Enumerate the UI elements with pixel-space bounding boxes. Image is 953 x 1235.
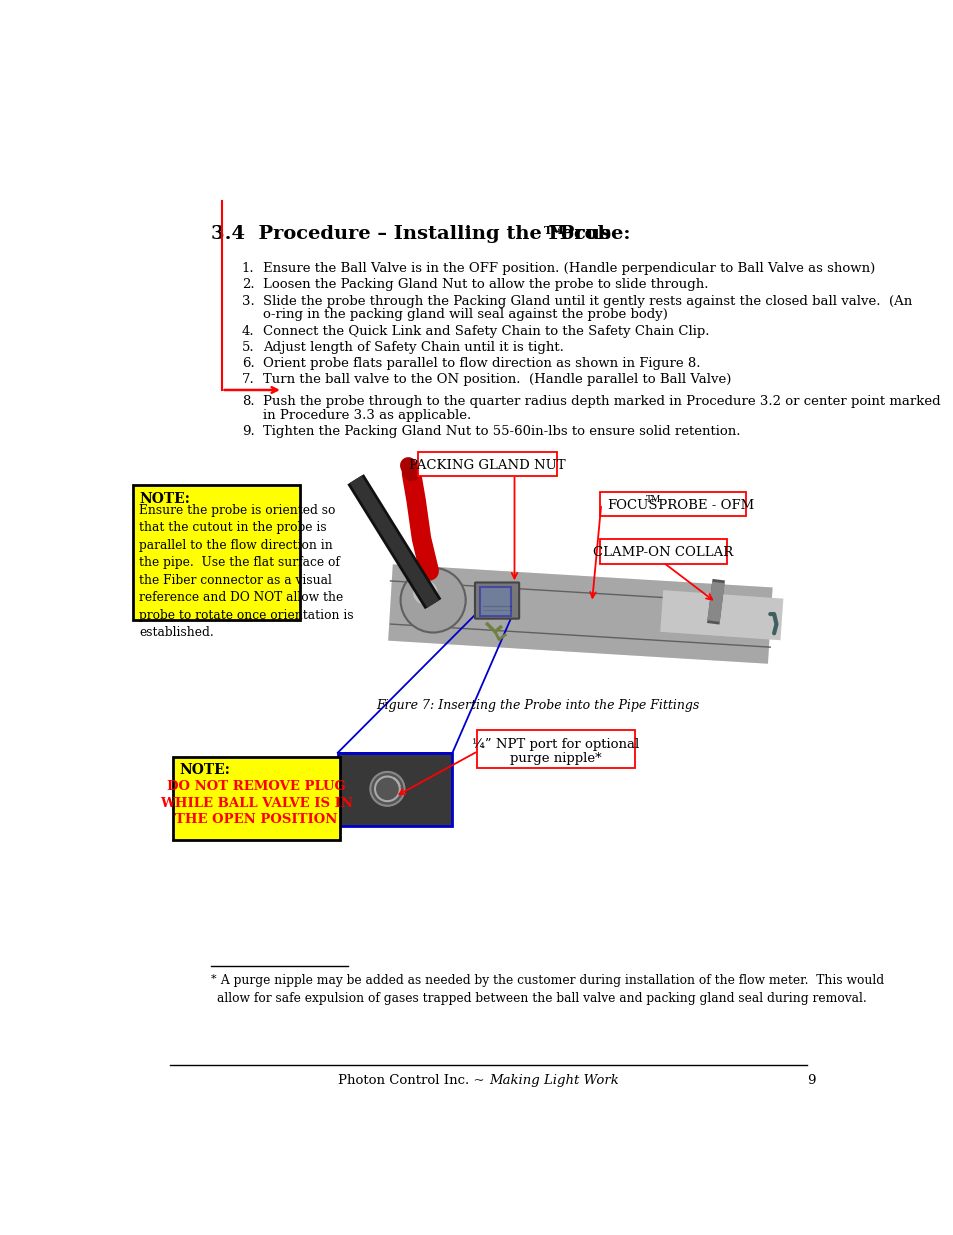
Text: o-ring in the packing gland will seal against the probe body): o-ring in the packing gland will seal ag… [262,309,667,321]
FancyBboxPatch shape [599,540,726,564]
Text: 9.: 9. [241,425,254,438]
FancyBboxPatch shape [475,583,518,619]
Circle shape [414,580,436,604]
Text: Probe:: Probe: [553,225,630,243]
Text: Orient probe flats parallel to flow direction as shown in Figure 8.: Orient probe flats parallel to flow dire… [262,357,700,369]
Circle shape [370,772,404,805]
Bar [479,587,510,616]
Text: 8.: 8. [241,395,254,409]
Text: purge nipple*: purge nipple* [509,752,600,764]
Bar [337,752,452,826]
Text: THE OPEN POSITION: THE OPEN POSITION [175,814,337,826]
Text: Ensure the Ball Valve is in the OFF position. (Handle perpendicular to Ball Valv: Ensure the Ball Valve is in the OFF posi… [262,262,874,275]
Text: Ensure the probe is oriented so
that the cutout in the probe is
parallel to the : Ensure the probe is oriented so that the… [139,504,354,640]
FancyBboxPatch shape [418,452,557,477]
Text: TM: TM [645,495,660,504]
FancyBboxPatch shape [173,757,340,840]
Circle shape [400,568,465,632]
Text: PROBE - OFM: PROBE - OFM [654,499,754,511]
Text: *: * [211,973,216,983]
Text: PACKING GLAND NUT: PACKING GLAND NUT [409,458,565,472]
Text: NOTE:: NOTE: [179,763,231,777]
Text: Loosen the Packing Gland Nut to allow the probe to slide through.: Loosen the Packing Gland Nut to allow th… [262,278,707,291]
Text: 3.: 3. [241,294,254,308]
Text: A purge nipple may be added as needed by the customer during installation of the: A purge nipple may be added as needed by… [216,973,883,1004]
Text: Tighten the Packing Gland Nut to 55-60in-lbs to ensure solid retention.: Tighten the Packing Gland Nut to 55-60in… [262,425,740,438]
Text: 2.: 2. [241,278,254,291]
Text: 7.: 7. [241,373,254,387]
Text: Photon Control Inc. ~: Photon Control Inc. ~ [337,1073,488,1087]
Text: Figure 7: Inserting the Probe into the Pipe Fittings: Figure 7: Inserting the Probe into the P… [375,699,699,711]
Text: FOCUS: FOCUS [607,499,658,511]
FancyBboxPatch shape [599,492,745,516]
Text: 5.: 5. [241,341,254,353]
Text: Adjust length of Safety Chain until it is tight.: Adjust length of Safety Chain until it i… [262,341,563,353]
Text: Push the probe through to the quarter radius depth marked in Procedure 3.2 or ce: Push the probe through to the quarter ra… [262,395,940,409]
Text: 4.: 4. [241,325,254,337]
Text: CLAMP-ON COLLAR: CLAMP-ON COLLAR [593,546,733,559]
Text: Connect the Quick Link and Safety Chain to the Safety Chain Clip.: Connect the Quick Link and Safety Chain … [262,325,708,337]
Text: Turn the ball valve to the ON position.  (Handle parallel to Ball Valve): Turn the ball valve to the ON position. … [262,373,730,387]
Text: TM: TM [543,226,564,236]
Text: WHILE BALL VALVE IS IN: WHILE BALL VALVE IS IN [160,797,353,809]
FancyBboxPatch shape [133,485,299,620]
Text: 1.: 1. [241,262,254,275]
Text: in Procedure 3.3 as applicable.: in Procedure 3.3 as applicable. [262,409,471,422]
Text: 3.4  Procedure – Installing the Focus: 3.4 Procedure – Installing the Focus [211,225,610,243]
Text: ¼” NPT port for optional: ¼” NPT port for optional [472,739,639,751]
Text: Making Light Work: Making Light Work [488,1073,618,1087]
Text: 6.: 6. [241,357,254,369]
FancyBboxPatch shape [476,730,634,768]
Text: 9: 9 [806,1073,815,1087]
Text: Slide the probe through the Packing Gland until it gently rests against the clos: Slide the probe through the Packing Glan… [262,294,911,308]
Text: NOTE:: NOTE: [139,492,190,505]
Text: DO NOT REMOVE PLUG: DO NOT REMOVE PLUG [167,779,345,793]
